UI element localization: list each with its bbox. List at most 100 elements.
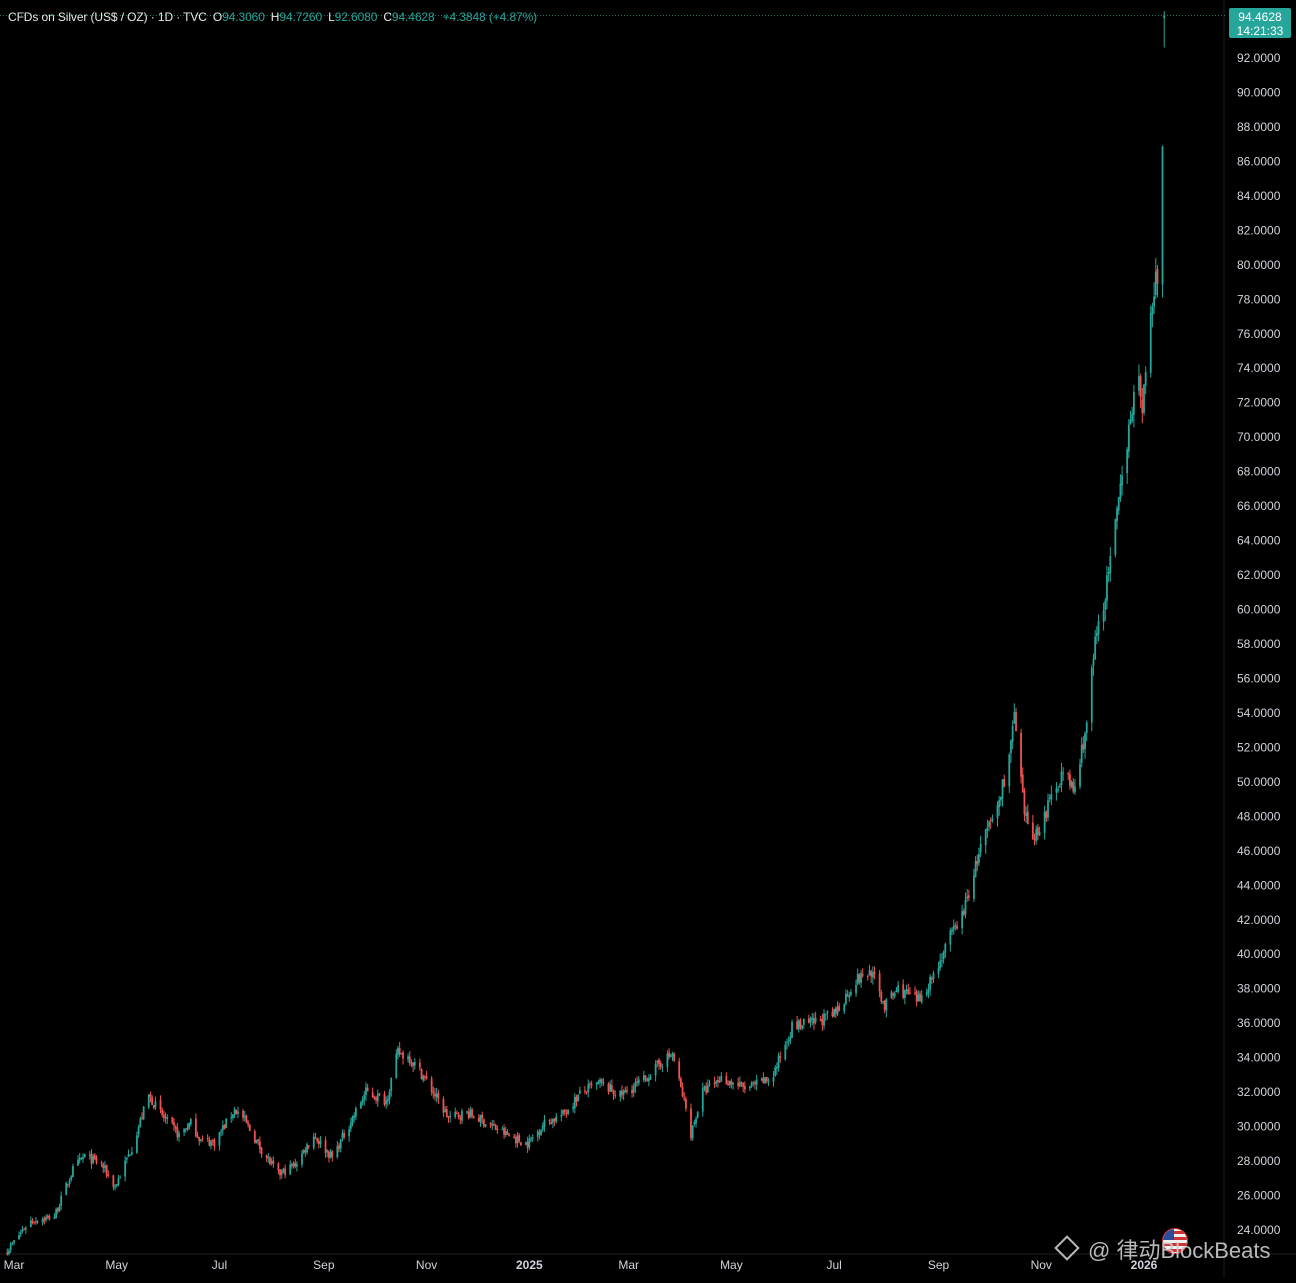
candle-body: [834, 1008, 837, 1014]
candle-body: [162, 1114, 165, 1119]
candle-body: [258, 1141, 261, 1150]
y-tick-label: 34.0000: [1237, 1051, 1281, 1065]
high-value: 94.7260: [279, 10, 323, 24]
candle-body: [489, 1122, 492, 1126]
candle-body: [1114, 519, 1117, 555]
candle-body: [435, 1093, 438, 1097]
candle-body: [360, 1102, 362, 1109]
candle-body: [846, 994, 849, 997]
candle-body: [1132, 392, 1135, 415]
candle-body: [124, 1160, 127, 1177]
y-tick-label: 82.0000: [1237, 223, 1281, 237]
open-value: 94.3060: [222, 10, 265, 24]
candle-body: [732, 1083, 734, 1085]
candle-body: [1117, 497, 1120, 511]
watermark: @ 律动BlockBeats: [1054, 1235, 1271, 1265]
candle-body: [260, 1147, 263, 1155]
candle-body: [882, 1001, 884, 1003]
candle-body: [376, 1094, 379, 1102]
candle-body: [1072, 782, 1075, 792]
candle-body: [78, 1158, 81, 1161]
candle-body: [471, 1109, 473, 1117]
candle-body: [526, 1141, 529, 1149]
candle-body: [1048, 797, 1051, 799]
candle-body: [289, 1164, 292, 1175]
candle-body: [184, 1128, 187, 1130]
candle-body: [284, 1168, 287, 1176]
candle-body: [637, 1079, 640, 1084]
candle-body: [56, 1208, 59, 1212]
candle-body: [525, 1142, 527, 1146]
candle-body: [621, 1090, 623, 1096]
candle-body: [777, 1055, 780, 1068]
candle-body: [540, 1130, 543, 1136]
candle-body: [811, 1017, 814, 1020]
candle-body: [929, 976, 932, 990]
price-axis[interactable]: 24.0000 26.0000 28.0000 30.0000 32.0000 34.00…: [1237, 51, 1281, 1237]
time-axis[interactable]: Mar May Jul Sep Nov 2025 Mar May Jul Sep Nov 2026: [4, 1258, 1158, 1272]
candle-body: [658, 1059, 660, 1065]
candle-body: [418, 1062, 421, 1068]
candle-body: [577, 1094, 580, 1101]
candle-body: [363, 1094, 366, 1101]
candle-body: [855, 985, 857, 994]
candle-body: [691, 1125, 694, 1139]
candle-body: [77, 1159, 79, 1166]
y-tick-label: 68.0000: [1237, 465, 1281, 479]
candle-body: [331, 1151, 334, 1158]
candle-body: [29, 1220, 32, 1228]
candle-body: [230, 1117, 233, 1119]
candle-body: [932, 973, 935, 979]
candle-body: [1104, 600, 1107, 610]
candle-body: [43, 1218, 46, 1221]
candle-body: [326, 1150, 329, 1152]
us-flag-icon[interactable]: [1162, 1228, 1188, 1254]
candle-body: [210, 1140, 212, 1146]
candle-body: [1043, 811, 1046, 833]
candle-body: [272, 1160, 275, 1164]
candle-body: [905, 989, 908, 992]
candle-body: [117, 1178, 120, 1185]
candle-body: [119, 1177, 121, 1179]
candle-body: [713, 1082, 716, 1085]
candle-body: [1097, 620, 1100, 635]
y-tick-label: 84.0000: [1237, 189, 1281, 203]
candle-body: [518, 1135, 521, 1142]
candle-body: [870, 971, 873, 977]
candle-body: [1161, 146, 1164, 285]
candle-body: [378, 1093, 381, 1096]
candle-body: [909, 992, 911, 994]
candle-body: [341, 1133, 344, 1139]
candle-body: [385, 1100, 388, 1104]
candle-body: [531, 1137, 534, 1139]
candle-series: [6, 11, 1166, 1256]
candle-body: [1082, 743, 1085, 750]
candle-body: [819, 1018, 822, 1021]
candle-body: [279, 1169, 281, 1176]
candle-body: [296, 1164, 298, 1167]
candle-body: [885, 999, 888, 1011]
candle-body: [235, 1109, 238, 1114]
candle-body: [233, 1108, 236, 1116]
candle-body: [1003, 779, 1006, 787]
y-tick-label: 60.0000: [1237, 603, 1281, 617]
last-price-value: 94.4628: [1238, 10, 1282, 24]
candle-body: [673, 1053, 676, 1061]
candle-body: [1023, 790, 1026, 815]
candle-body: [728, 1080, 731, 1085]
candle-body: [984, 829, 987, 846]
candle-body: [1138, 375, 1140, 391]
candle-body: [494, 1125, 497, 1130]
candle-body: [398, 1048, 401, 1055]
candle-body: [1139, 376, 1142, 398]
candle-body: [634, 1082, 637, 1088]
candle-body: [88, 1154, 91, 1156]
candle-body: [407, 1056, 409, 1060]
candle-body: [6, 1252, 9, 1255]
candle-body: [395, 1053, 398, 1078]
candle-body: [115, 1184, 118, 1187]
candle-body: [600, 1079, 603, 1083]
symbol-description[interactable]: CFDs on Silver (US$ / OZ) · 1D · TVC: [8, 10, 207, 24]
